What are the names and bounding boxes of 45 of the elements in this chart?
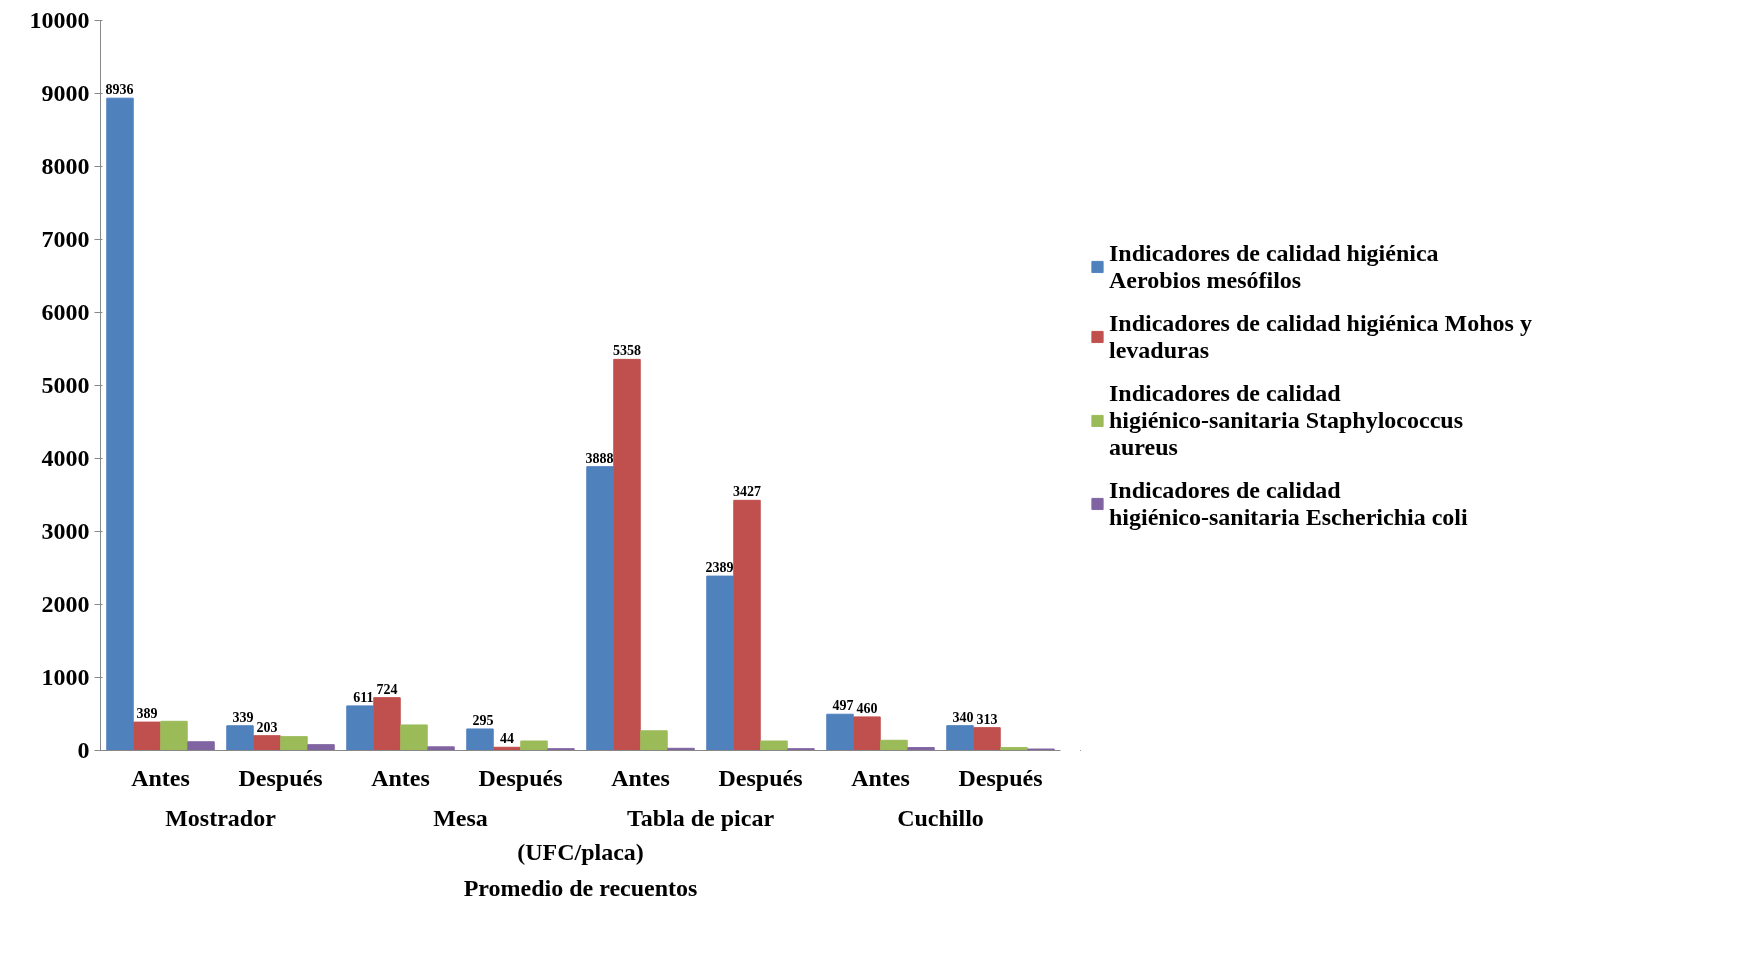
data-label: 724 [376,681,398,697]
y-tick-label: 6000 [41,299,90,325]
legend-label: Indicadores de calidad higiénico-sanitaria Staphylococcus aureus [1109,379,1464,461]
y-tick-label: 8000 [41,153,90,179]
data-label: 611 [353,689,374,705]
y-tick-label: 1000 [41,664,90,690]
data-label: 3888 [585,450,614,466]
x-tick-label: Después [958,764,1043,791]
data-label: 3427 [733,484,761,500]
x-tick-label: Antes [611,764,670,791]
data-label: 5358 [613,343,641,359]
text: Tabla de picar [626,804,775,831]
legend-label: Indicadores de calidad higiénico-sanitaria Escherichia coli [1109,476,1468,531]
y-tick-label: 2000 [41,591,90,617]
text: Promedio de recuentos [463,874,698,901]
text: Mesa [433,804,488,831]
data-label: 295 [472,712,494,728]
data-label: 460 [856,700,878,716]
y-tick-label: 10000 [29,7,90,33]
x-tick-label: Después [238,764,323,791]
data-label: 2389 [705,560,734,576]
data-label: 44 [500,731,514,747]
y-tick-label: 5000 [41,372,90,398]
y-tick-label: 3000 [41,518,90,544]
data-label: 313 [976,711,998,727]
x-tick-label: Antes [371,764,430,791]
data-label: 203 [256,719,278,735]
x-axis-title: (UFC/placa) [517,838,644,865]
data-label: 340 [952,709,974,725]
legend-label: Indicadores de calidad higiénica Aerobios mesófilos [1109,239,1439,294]
y-tick-label: 7000 [41,226,90,252]
text: Cuchillo [897,804,984,831]
legend-label: Indicadores de calidad higiénica Mohos y levaduras [1109,309,1532,364]
x-tick-label: Antes [131,764,190,791]
data-label: 339 [232,709,254,725]
y-tick-label: 9000 [41,80,90,106]
x-tick-label: Después [718,764,803,791]
data-label: 497 [832,698,854,714]
x-tick-label: Después [478,764,563,791]
data-label: 389 [136,706,158,722]
data-label: 8936 [105,82,134,98]
y-tick-label: 4000 [41,445,90,471]
x-tick-label: Antes [851,764,910,791]
y-tick-label: 0 [77,737,90,763]
text: Mostrador [165,804,277,831]
